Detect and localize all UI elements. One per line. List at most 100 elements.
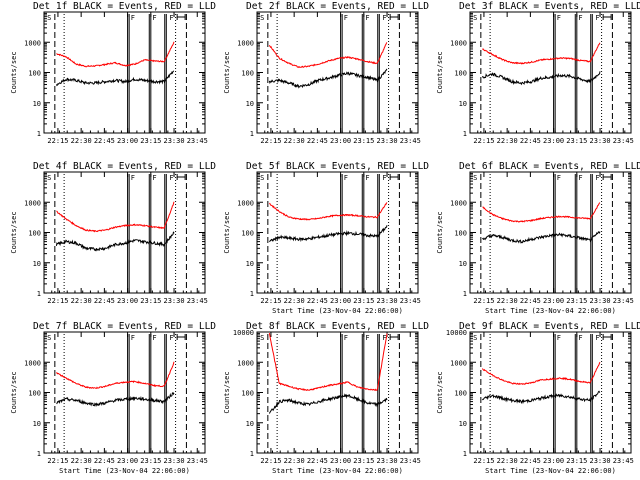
x-tick-label: 23:30 xyxy=(376,297,397,305)
flag-label: F xyxy=(131,334,135,342)
x-tick-label: 22:15 xyxy=(260,297,281,305)
flag-label: F xyxy=(365,174,369,182)
panel-7: Det 7f BLACK = Events, RED = LLD 1 10 100 10… xyxy=(10,321,216,475)
events-series-line xyxy=(268,68,388,89)
x-tick-label: 22:45 xyxy=(94,297,115,305)
flag-label: F xyxy=(557,14,561,22)
x-axis-label: Start Time (23-Nov-04 22:06:00) xyxy=(485,307,616,315)
x-tick-label: 22:15 xyxy=(473,137,494,145)
flag-label: F xyxy=(131,174,135,182)
panel-title: Det 3f BLACK = Events, RED = LLD xyxy=(459,1,640,12)
y-tick-label: 1 xyxy=(250,450,254,458)
plot-frame xyxy=(469,171,632,294)
x-tick-label: 22:30 xyxy=(284,297,305,305)
attenuator-marker xyxy=(176,14,186,20)
x-tick-label: 23:30 xyxy=(589,297,610,305)
events-series-line xyxy=(56,392,175,408)
x-tick-label: 23:15 xyxy=(140,297,161,305)
lld-series-line xyxy=(268,42,388,69)
y-tick-label: 100 xyxy=(454,70,467,78)
panel-6: Det 6f BLACK = Events, RED = LLD 1 10 100 10… xyxy=(436,161,640,315)
y-tick-label: 1 xyxy=(37,290,41,298)
x-tick-label: 23:45 xyxy=(187,457,208,465)
panel-9: Det 9f BLACK = Events, RED = LLD 1 10 100 10… xyxy=(436,321,640,475)
y-axis-label: Counts/sec xyxy=(436,51,444,93)
y-tick-label: 1000 xyxy=(237,39,254,47)
y-tick-label: 1000 xyxy=(237,359,254,367)
y-axis-label: Counts/sec xyxy=(436,211,444,253)
attenuator-marker xyxy=(389,14,399,20)
y-axis-label: Counts/sec xyxy=(223,211,231,253)
y-tick-label: 10000 xyxy=(233,329,254,337)
plot-frame xyxy=(43,171,206,294)
events-series-line xyxy=(55,70,175,87)
y-tick-label: 100 xyxy=(241,390,254,398)
y-tick-label: 1 xyxy=(250,130,254,138)
attenuator-marker xyxy=(602,14,612,20)
x-tick-label: 22:30 xyxy=(497,137,518,145)
flag-label: S xyxy=(473,174,477,182)
x-tick-label: 23:00 xyxy=(543,297,564,305)
attenuator-marker xyxy=(602,174,612,180)
y-axis-label: Counts/sec xyxy=(223,51,231,93)
flag-label: F xyxy=(344,174,348,182)
x-tick-label: 23:15 xyxy=(353,457,374,465)
x-tick-label: 22:15 xyxy=(473,297,494,305)
flag-label: S xyxy=(473,14,477,22)
x-tick-label: 23:00 xyxy=(330,457,351,465)
x-tick-label: 22:15 xyxy=(47,457,68,465)
x-tick-label: 23:15 xyxy=(566,297,587,305)
y-tick-label: 100 xyxy=(454,230,467,238)
x-tick-label: 23:15 xyxy=(140,457,161,465)
flag-label: S xyxy=(47,334,51,342)
panel-title: Det 8f BLACK = Events, RED = LLD xyxy=(246,321,429,332)
y-axis-label: Counts/sec xyxy=(10,211,18,253)
lld-series-line xyxy=(56,201,175,233)
y-tick-label: 100 xyxy=(241,230,254,238)
x-tick-label: 22:15 xyxy=(473,457,494,465)
x-axis-label: Start Time (23-Nov-04 22:06:00) xyxy=(272,307,403,315)
panel-3: Det 3f BLACK = Events, RED = LLD 1 10 100 10… xyxy=(436,1,640,145)
panel-title: Det 2f BLACK = Events, RED = LLD xyxy=(246,1,429,12)
panel-title: Det 9f BLACK = Events, RED = LLD xyxy=(459,321,640,332)
y-tick-label: 10 xyxy=(33,260,41,268)
flag-label: S xyxy=(47,14,51,22)
flag-label: F xyxy=(382,14,386,22)
flag-label: F xyxy=(131,14,135,22)
lld-series-line xyxy=(56,41,175,68)
y-tick-label: 100 xyxy=(454,390,467,398)
plot-frame xyxy=(43,331,206,454)
flag-label: F xyxy=(578,334,582,342)
flag-label: F xyxy=(344,14,348,22)
x-tick-label: 22:30 xyxy=(71,297,92,305)
plot-frame xyxy=(469,331,632,454)
panel-title: Det 6f BLACK = Events, RED = LLD xyxy=(459,161,640,172)
flag-label: F xyxy=(557,334,561,342)
flag-label: S xyxy=(47,174,51,182)
y-tick-label: 10 xyxy=(33,420,41,428)
panel-title: Det 5f BLACK = Events, RED = LLD xyxy=(246,161,429,172)
flag-label: F xyxy=(595,334,599,342)
events-series-line xyxy=(268,393,388,414)
flag-label: F xyxy=(169,334,173,342)
x-tick-label: 23:00 xyxy=(330,297,351,305)
y-tick-label: 100 xyxy=(28,70,41,78)
panel-4: Det 4f BLACK = Events, RED = LLD 1 10 100 10… xyxy=(10,161,216,305)
lld-series-line xyxy=(56,361,175,389)
x-tick-label: 23:45 xyxy=(613,457,634,465)
x-tick-label: 23:45 xyxy=(187,297,208,305)
x-tick-label: 22:45 xyxy=(307,457,328,465)
flag-label: F xyxy=(595,174,599,182)
y-tick-label: 1 xyxy=(463,450,467,458)
x-tick-label: 23:00 xyxy=(117,137,138,145)
y-tick-label: 10 xyxy=(246,100,254,108)
y-tick-label: 1 xyxy=(37,130,41,138)
panel-1: Det 1f BLACK = Events, RED = LLD 1 10 100 10… xyxy=(10,1,216,145)
x-tick-label: 23:30 xyxy=(376,137,397,145)
x-tick-label: 23:15 xyxy=(566,457,587,465)
y-tick-label: 1000 xyxy=(450,199,467,207)
plot-frame xyxy=(43,11,206,134)
lld-series-line xyxy=(268,333,388,392)
y-tick-label: 1000 xyxy=(24,39,41,47)
